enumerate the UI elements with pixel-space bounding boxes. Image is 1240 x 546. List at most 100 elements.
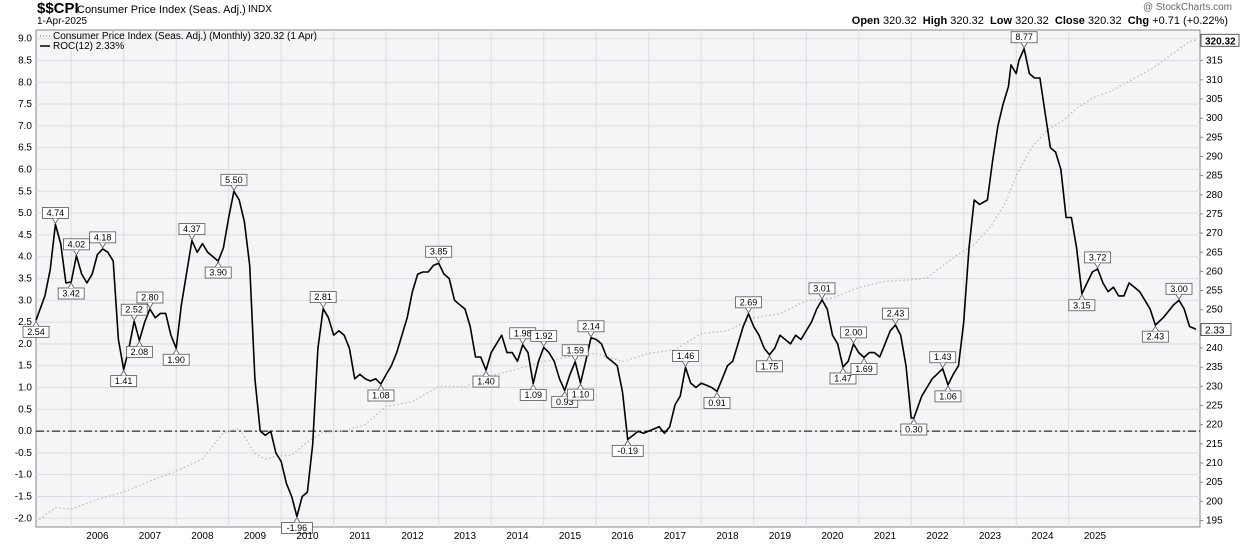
value-callout-text: 4.02: [68, 239, 86, 249]
left-tick-label: 4.5: [18, 230, 32, 241]
x-tick-label: 2015: [559, 531, 582, 542]
left-tick-label: 6.0: [18, 165, 32, 176]
right-tick-label: 220: [1206, 420, 1223, 431]
x-tick-label: 2019: [769, 531, 792, 542]
roc-last-value-label: 2.33: [1205, 326, 1225, 337]
value-callout-pointer: [52, 218, 59, 225]
value-callout-text: 2.69: [740, 297, 758, 307]
brand-watermark: @ StockCharts.com: [1142, 2, 1232, 13]
value-callout-text: 3.00: [1170, 284, 1188, 294]
value-callout-text: 3.85: [430, 247, 448, 257]
right-tick-label: 260: [1206, 266, 1223, 277]
roc-legend-label: ROC(12) 2.33%: [53, 41, 124, 52]
ohlc-readout: Open 320.32 High 320.32 Low 320.32 Close…: [852, 15, 1228, 27]
value-callout-text: -1.96: [287, 523, 308, 533]
value-callout-text: 4.37: [183, 224, 201, 234]
value-callout-pointer: [577, 383, 584, 390]
value-callout-pointer: [519, 338, 527, 345]
x-tick-label: 2017: [664, 531, 687, 542]
left-tick-label: 5.0: [18, 208, 32, 219]
value-callout-pointer: [939, 362, 947, 369]
value-callout-text: 0.30: [905, 425, 923, 435]
value-callout-text: 0.93: [556, 397, 574, 407]
value-callout-text: 3.72: [1089, 252, 1107, 262]
value-callout-text: 1.98: [514, 328, 532, 338]
value-callout-text: 8.77: [1015, 32, 1033, 42]
right-tick-label: 280: [1206, 190, 1223, 201]
left-tick-label: 2.0: [18, 339, 32, 350]
value-callout-pointer: [73, 249, 80, 256]
left-tick-label: 6.5: [18, 143, 32, 154]
right-tick-label: 310: [1206, 75, 1223, 86]
value-callout-pointer: [540, 341, 548, 348]
value-callout-pointer: [32, 320, 40, 327]
close-value: 320.32: [1087, 15, 1122, 27]
value-callout-box: [1084, 251, 1112, 264]
x-tick-label: 2018: [716, 531, 739, 542]
value-callout-text: 2.08: [131, 347, 149, 357]
value-callout-text: 4.74: [47, 208, 65, 218]
right-tick-label: 295: [1206, 132, 1223, 143]
left-tick-label: 7.5: [18, 99, 32, 110]
value-callout-pointer: [529, 383, 537, 390]
date-label: 1-Apr-2025: [37, 16, 88, 27]
value-callout-pointer: [130, 315, 138, 322]
left-tick-label: 2.5: [18, 317, 32, 328]
x-tick-label: 2022: [926, 531, 949, 542]
value-callout-text: 5.50: [225, 175, 243, 185]
value-callout-pointer: [745, 307, 752, 314]
symbol-label: $$CPI: [37, 0, 79, 17]
value-callout-pointer: [136, 340, 143, 347]
value-callout-text: 3.90: [209, 268, 227, 278]
value-callout-text: 1.47: [834, 374, 852, 384]
x-tick-label: 2011: [349, 531, 371, 542]
value-callout-pointer: [1152, 325, 1159, 332]
right-tick-label: 230: [1206, 381, 1223, 392]
value-callout-text: 3.01: [813, 283, 831, 293]
high-label: High: [922, 15, 948, 27]
value-callout-pointer: [839, 367, 847, 374]
cpi-last-value-label: 320.32: [1205, 36, 1236, 47]
right-tick-label: 315: [1206, 56, 1223, 67]
x-tick-label: 2024: [1031, 531, 1054, 542]
left-tick-label: 1.5: [18, 361, 32, 372]
roc-last-value-box: [1200, 323, 1232, 336]
value-callout-text: 1.59: [566, 345, 584, 355]
close-label: Close: [1054, 15, 1085, 27]
low-value: 320.32: [1015, 15, 1049, 27]
x-tick-label: 2013: [454, 531, 477, 542]
value-callout-text: 1.90: [167, 355, 185, 365]
left-tick-label: 0.0: [18, 426, 32, 437]
value-callout-pointer: [230, 185, 238, 192]
value-callout-pointer: [1020, 42, 1028, 49]
value-callout-pointer: [561, 390, 569, 397]
low-label: Low: [990, 15, 1013, 27]
x-tick-label: 2014: [506, 531, 529, 542]
value-callout-text: 1.75: [761, 361, 779, 371]
chg-label: Chg: [1127, 15, 1150, 27]
value-callout-text: 3.15: [1073, 300, 1091, 310]
value-callout-text: 1.92: [535, 331, 553, 341]
value-callout-pointer: [587, 331, 595, 338]
value-callout-pointer: [1094, 262, 1101, 269]
cpi-last-value-box: [1200, 33, 1240, 47]
value-callout-pointer: [188, 234, 196, 241]
cpi-legend-label: Consumer Price Index (Seas. Adj.) (Month…: [53, 31, 317, 42]
left-tick-label: 8.5: [18, 56, 32, 67]
right-tick-label: 215: [1206, 439, 1223, 450]
left-tick-label: -2.0: [15, 513, 33, 524]
value-callout-text: 2.54: [27, 327, 45, 337]
value-callout-text: 1.09: [524, 390, 542, 400]
left-tick-label: 8.0: [18, 77, 32, 88]
value-callout-text: 2.43: [1147, 332, 1165, 342]
right-tick-label: 255: [1206, 286, 1223, 297]
value-callout-text: 2.14: [582, 321, 600, 331]
x-tick-label: 2008: [191, 531, 214, 542]
right-tick-label: 290: [1206, 151, 1223, 162]
value-callout-pointer: [377, 384, 385, 391]
left-tick-label: 0.5: [18, 404, 32, 415]
value-callout-pointer: [120, 369, 128, 376]
value-callout-text: 1.69: [855, 364, 873, 374]
high-value: 320.32: [950, 15, 984, 27]
x-tick-label: 2021: [874, 531, 897, 542]
